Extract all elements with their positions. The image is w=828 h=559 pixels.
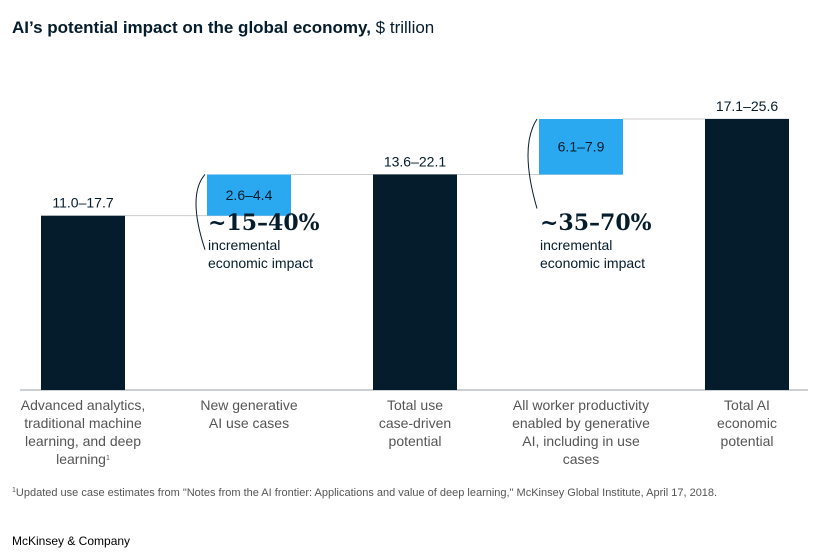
impact-bracket: [195, 174, 206, 250]
footnote: 1Updated use case estimates from "Notes …: [12, 487, 718, 499]
category-label: New generative AI use cases: [200, 397, 298, 431]
bar: [41, 215, 125, 390]
bar: [373, 174, 457, 390]
chart-title-unit: $ trillion: [375, 18, 435, 37]
bar: [705, 119, 789, 390]
category-label: Total AI economic potential: [717, 397, 777, 449]
bar: [539, 119, 623, 175]
waterfall-chart: 11.0–17.7 2.6–4.4 13.6–22.1 6.1–7.9 17.1–25.…: [20, 98, 808, 391]
impact-percent: ~35–70%: [540, 210, 652, 236]
data-label: 17.1–25.6: [716, 98, 778, 114]
data-label: 2.6–4.4: [226, 187, 273, 203]
impact-percent: ~15–40%: [208, 210, 320, 236]
chart-title: AI’s potential impact on the global econ…: [12, 18, 434, 38]
chart-title-main: AI’s potential impact on the global econ…: [12, 18, 371, 37]
data-label: 11.0–17.7: [52, 195, 113, 211]
impact-description: incremental economic impact: [208, 237, 314, 271]
category-label: Total use case-driven potential: [378, 397, 452, 449]
category-label: Advanced analytics, traditional machine …: [20, 397, 146, 467]
impact-bracket: [527, 118, 538, 209]
data-label: 13.6–22.1: [384, 153, 446, 169]
bar: [207, 174, 291, 216]
impact-description: incremental economic impact: [540, 237, 646, 271]
impact-annotation: ~15–40% incremental economic impact: [208, 210, 326, 272]
impact-annotation: ~35–70% incremental economic impact: [540, 210, 658, 272]
category-label: All worker productivity enabled by gener…: [512, 397, 650, 467]
data-label: 6.1–7.9: [558, 139, 605, 155]
brand-logo: McKinsey & Company: [12, 534, 131, 548]
